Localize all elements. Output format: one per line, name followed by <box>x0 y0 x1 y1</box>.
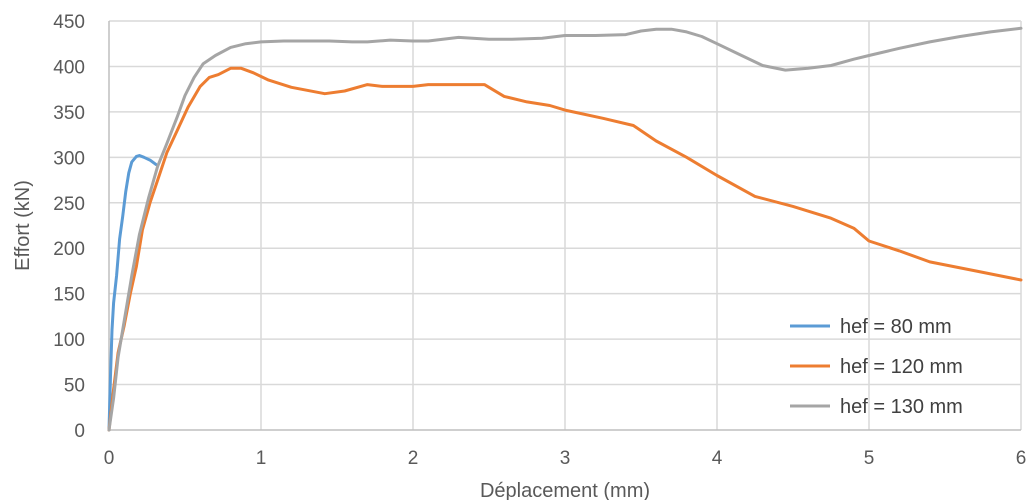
y-tick-label: 150 <box>53 285 85 306</box>
y-tick-label: 300 <box>53 148 85 169</box>
y-tick-label: 450 <box>53 12 85 33</box>
x-tick-label: 4 <box>712 448 723 469</box>
y-tick-label: 50 <box>64 376 85 397</box>
y-tick-label: 100 <box>53 330 85 351</box>
series-line-3 <box>107 26 1023 432</box>
tick-labels: 0 50 100 150 200 250 300 350 400 450 0 1 2 3 4 5 6 <box>53 12 1026 469</box>
legend-label-3: hef = 130 mm <box>840 396 963 418</box>
x-tick-label: 0 <box>104 448 115 469</box>
x-tick-label: 5 <box>864 448 875 469</box>
x-axis-title: Déplacement (mm) <box>480 480 650 500</box>
y-tick-label: 0 <box>74 421 85 442</box>
series-line-2 <box>107 66 1023 432</box>
y-tick-label: 250 <box>53 194 85 215</box>
legend-label-1: hef = 80 mm <box>840 316 952 338</box>
legend-label-2: hef = 120 mm <box>840 356 963 378</box>
y-tick-label: 400 <box>53 57 85 78</box>
gridlines <box>109 20 1022 430</box>
x-tick-label: 1 <box>256 448 267 469</box>
x-tick-label: 3 <box>560 448 571 469</box>
series-lines <box>107 26 1023 432</box>
x-tick-label: 2 <box>408 448 419 469</box>
y-tick-label: 200 <box>53 239 85 260</box>
legend: hef = 80 mm hef = 120 mm hef = 130 mm <box>790 316 963 418</box>
x-tick-label: 6 <box>1016 448 1027 469</box>
y-axis-title: Effort (kN) <box>12 180 34 271</box>
axes <box>108 21 1021 431</box>
y-tick-label: 350 <box>53 103 85 124</box>
series-line-1 <box>107 154 158 432</box>
